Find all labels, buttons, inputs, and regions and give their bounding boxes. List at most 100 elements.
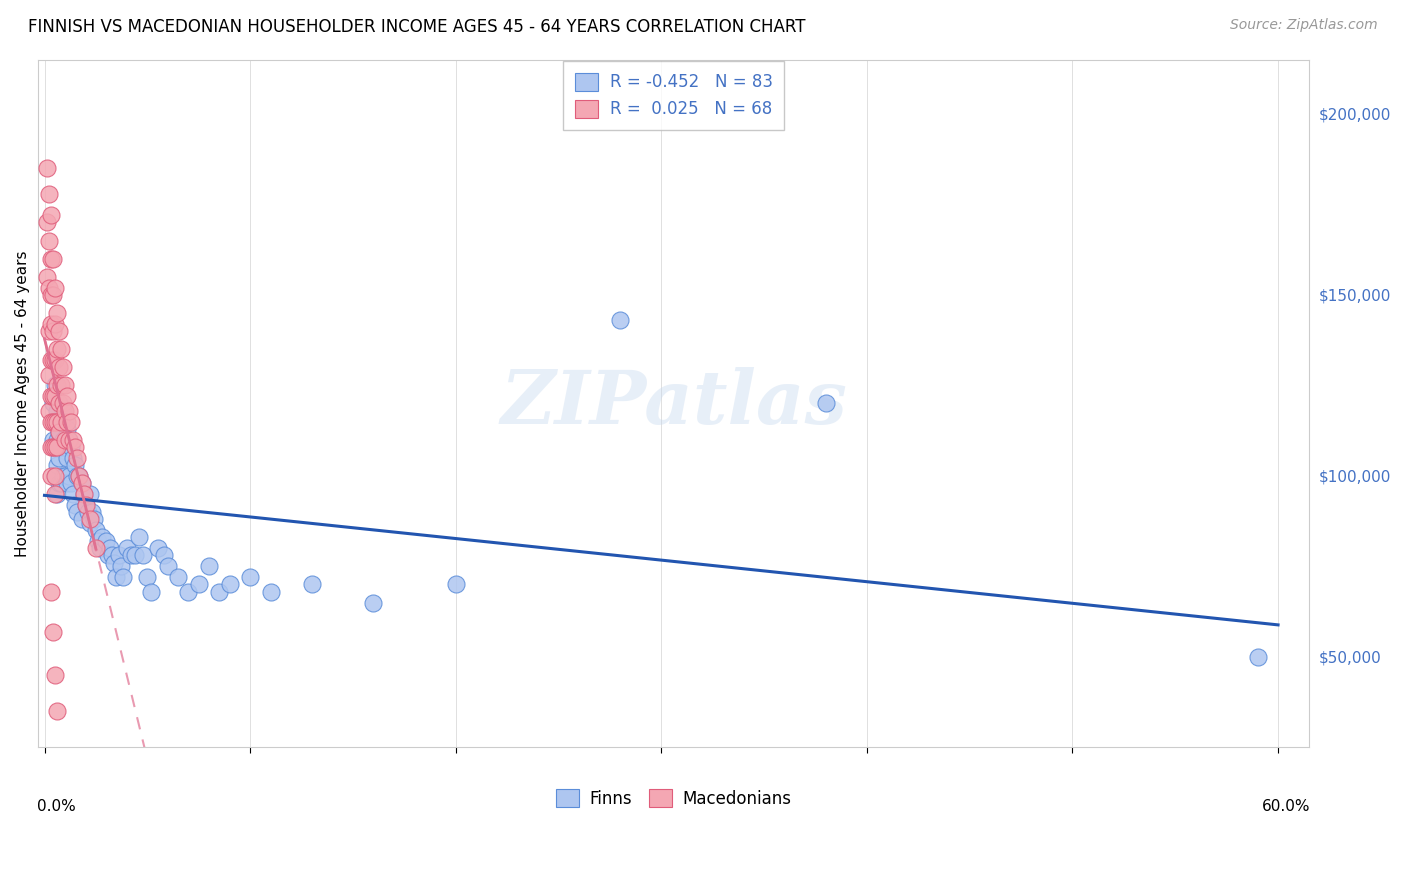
- Point: [218, 577, 240, 591]
- Point: [105, 570, 128, 584]
- Point: [45, 487, 67, 501]
- Point: [87, 534, 110, 549]
- Point: [45, 440, 67, 454]
- Point: [53, 468, 76, 483]
- Point: [259, 584, 281, 599]
- Point: [39, 415, 62, 429]
- Point: [301, 577, 323, 591]
- Point: [44, 378, 66, 392]
- Point: [363, 596, 385, 610]
- Point: [83, 512, 105, 526]
- Point: [128, 530, 150, 544]
- Point: [49, 378, 72, 392]
- Point: [66, 505, 89, 519]
- Point: [45, 433, 67, 447]
- Point: [120, 549, 142, 563]
- Point: [91, 530, 114, 544]
- Point: [41, 396, 63, 410]
- Point: [44, 668, 66, 682]
- Point: [141, 584, 163, 599]
- Point: [48, 360, 70, 375]
- Point: [39, 208, 62, 222]
- Point: [52, 468, 75, 483]
- Point: [444, 577, 467, 591]
- Point: [35, 161, 58, 176]
- Point: [44, 415, 66, 429]
- Point: [76, 505, 98, 519]
- Point: [136, 570, 159, 584]
- Point: [49, 415, 72, 429]
- Point: [70, 476, 93, 491]
- Point: [79, 487, 101, 501]
- Point: [96, 534, 118, 549]
- Point: [39, 252, 62, 266]
- Point: [52, 360, 75, 375]
- Point: [65, 498, 87, 512]
- Point: [49, 415, 72, 429]
- Text: ZIPatlas: ZIPatlas: [501, 368, 846, 440]
- Point: [48, 450, 70, 465]
- Point: [35, 269, 58, 284]
- Point: [69, 468, 91, 483]
- Point: [44, 440, 66, 454]
- Point: [53, 433, 76, 447]
- Point: [44, 280, 66, 294]
- Point: [79, 512, 101, 526]
- Point: [239, 570, 262, 584]
- Point: [69, 468, 91, 483]
- Point: [49, 476, 72, 491]
- Point: [38, 186, 60, 201]
- Point: [41, 288, 63, 302]
- Point: [58, 468, 80, 483]
- Point: [38, 234, 60, 248]
- Point: [56, 415, 79, 429]
- Text: 60.0%: 60.0%: [1261, 799, 1310, 814]
- Point: [152, 549, 174, 563]
- Point: [35, 215, 58, 229]
- Point: [60, 415, 83, 429]
- Point: [72, 487, 94, 501]
- Point: [84, 541, 107, 556]
- Point: [44, 487, 66, 501]
- Point: [39, 468, 62, 483]
- Point: [41, 353, 63, 368]
- Point: [56, 422, 79, 436]
- Point: [48, 425, 70, 440]
- Point: [38, 368, 60, 382]
- Point: [156, 559, 179, 574]
- Point: [75, 498, 97, 512]
- Point: [177, 584, 200, 599]
- Point: [44, 468, 66, 483]
- Point: [66, 468, 89, 483]
- Point: [48, 324, 70, 338]
- Point: [45, 415, 67, 429]
- Point: [103, 556, 125, 570]
- Point: [58, 403, 80, 417]
- Point: [98, 541, 121, 556]
- Text: FINNISH VS MACEDONIAN HOUSEHOLDER INCOME AGES 45 - 64 YEARS CORRELATION CHART: FINNISH VS MACEDONIAN HOUSEHOLDER INCOME…: [28, 18, 806, 36]
- Point: [52, 396, 75, 410]
- Point: [39, 288, 62, 302]
- Point: [75, 498, 97, 512]
- Point: [72, 487, 94, 501]
- Point: [44, 468, 66, 483]
- Point: [65, 440, 87, 454]
- Text: 0.0%: 0.0%: [37, 799, 76, 814]
- Point: [56, 476, 79, 491]
- Point: [45, 458, 67, 472]
- Point: [45, 342, 67, 356]
- Point: [48, 396, 70, 410]
- Point: [70, 512, 93, 526]
- Point: [79, 516, 101, 530]
- Point: [49, 440, 72, 454]
- Point: [48, 425, 70, 440]
- Point: [44, 440, 66, 454]
- Point: [101, 549, 124, 563]
- Point: [41, 252, 63, 266]
- Point: [44, 389, 66, 403]
- Point: [41, 440, 63, 454]
- Point: [52, 433, 75, 447]
- Point: [39, 389, 62, 403]
- Point: [60, 440, 83, 454]
- Point: [56, 389, 79, 403]
